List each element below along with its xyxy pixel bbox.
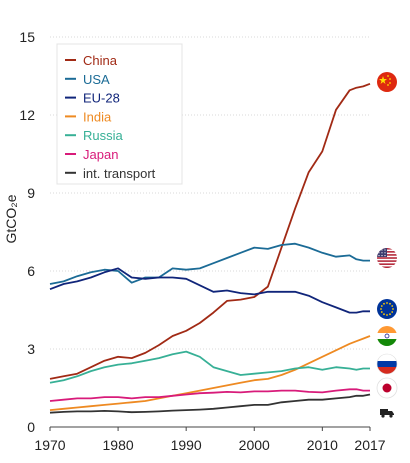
series-line-usa: [49, 242, 370, 285]
y-axis-label: GtCO₂e: [3, 194, 19, 243]
y-tick-label: 3: [27, 341, 35, 357]
legend-box: [56, 43, 183, 185]
x-tick-label: 1980: [103, 437, 134, 453]
legend-label: India: [83, 109, 112, 124]
legend-label: int. transport: [83, 166, 156, 181]
legend-label: Russia: [83, 128, 124, 143]
series-line-china: [49, 82, 371, 380]
legend: China USA EU-28 India Russia Japan int. transp…: [56, 43, 183, 185]
usa-flag-icon: [377, 248, 397, 268]
x-tick-label: 2010: [307, 437, 338, 453]
axes: 0 3 6 9 12 15 1970 1980 1990 2000 2010 2017: [19, 29, 385, 453]
x-tick-label: 1990: [171, 437, 202, 453]
series-line-russia: [49, 350, 370, 384]
legend-label: Japan: [83, 147, 118, 162]
x-tick-label: 2000: [239, 437, 270, 453]
series-line-eu-28: [49, 267, 370, 314]
y-tick-label: 6: [27, 263, 35, 279]
series-line-japan: [49, 388, 370, 402]
x-tick-label: 2017: [354, 437, 385, 453]
legend-label: USA: [83, 72, 110, 87]
grid-lines: [50, 36, 370, 350]
x-tick-label: 1970: [34, 437, 65, 453]
legend-label: EU-28: [83, 91, 120, 106]
end-icons: [376, 72, 398, 418]
series-line-int-transport: [49, 393, 371, 414]
y-tick-label: 0: [27, 419, 35, 435]
series-line-india: [49, 335, 371, 411]
russia-flag-icon: [377, 354, 397, 374]
truck-icon: [380, 409, 394, 418]
y-tick-label: 12: [19, 107, 35, 123]
eu-flag-icon: [377, 299, 397, 319]
china-flag-icon: [377, 72, 397, 92]
japan-flag-icon: [376, 377, 398, 399]
legend-label: China: [83, 53, 118, 68]
y-tick-label: 9: [27, 185, 35, 201]
india-flag-icon: [377, 326, 397, 346]
y-tick-label: 15: [19, 29, 35, 45]
series-lines: [49, 82, 371, 414]
